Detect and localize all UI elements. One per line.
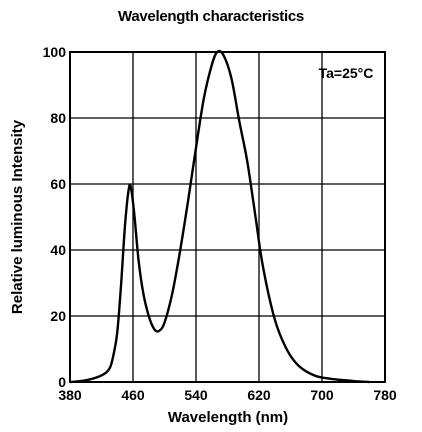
y-tick-label: 20 bbox=[50, 308, 66, 324]
x-tick-label: 460 bbox=[121, 387, 145, 403]
chart-title: Wavelength characteristics bbox=[118, 8, 304, 25]
y-tick-label: 80 bbox=[50, 110, 66, 126]
plot-frame bbox=[69, 51, 386, 383]
x-tick-label: 620 bbox=[247, 387, 271, 403]
x-axis-label: Wavelength (nm) bbox=[168, 409, 288, 426]
x-tick-label: 540 bbox=[184, 387, 208, 403]
x-tick-label: 700 bbox=[310, 387, 334, 403]
y-tick-label: 0 bbox=[58, 374, 66, 390]
temperature-annotation: Ta=25°C bbox=[319, 65, 374, 81]
y-tick-label: 100 bbox=[43, 44, 67, 60]
y-axis-label: Relative luminous Intensity bbox=[9, 119, 26, 314]
x-tick-label: 780 bbox=[373, 387, 397, 403]
y-axis-ticks: 0 20 40 60 80 100 bbox=[43, 44, 67, 390]
grid bbox=[70, 52, 385, 382]
x-tick-label: 380 bbox=[58, 387, 82, 403]
x-axis-ticks: 380 460 540 620 700 780 bbox=[58, 387, 397, 403]
y-tick-label: 40 bbox=[50, 242, 66, 258]
y-tick-label: 60 bbox=[50, 176, 66, 192]
series-line bbox=[69, 49, 370, 384]
